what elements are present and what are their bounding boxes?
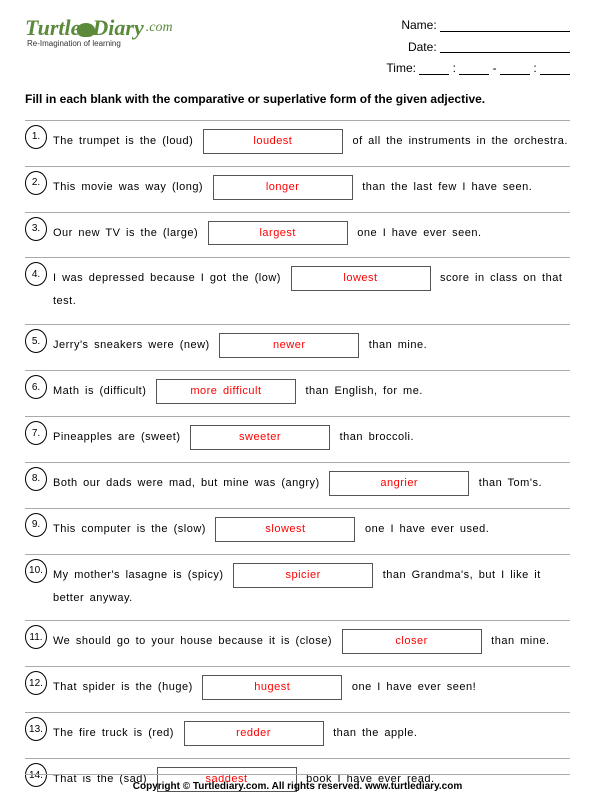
answer-box[interactable]: slowest: [215, 517, 355, 542]
question-number: 6.: [25, 375, 47, 399]
question-row: 3.Our new TV is the (large) largest one …: [25, 212, 570, 246]
question-after: than English, for me.: [300, 385, 423, 397]
answer-box[interactable]: spicier: [233, 563, 373, 588]
answer-box[interactable]: newer: [219, 333, 359, 358]
question-number: 1.: [25, 125, 47, 149]
name-field[interactable]: [440, 20, 570, 32]
question-number: 10.: [25, 559, 47, 583]
question-after: than broccoli.: [334, 431, 414, 443]
question-row: 10. My mother's lasagne is (spicy) spicie…: [25, 554, 570, 609]
question-before: That spider is the (huge): [53, 681, 198, 693]
question-number: 4.: [25, 262, 47, 286]
question-before: Both our dads were mad, but mine was (an…: [53, 477, 325, 489]
question-after: of all the instruments in the orchestra.: [347, 135, 568, 147]
answer-box[interactable]: closer: [342, 629, 482, 654]
question-row: 8. Both our dads were mad, but mine was (…: [25, 462, 570, 496]
question-before: Our new TV is the (large): [53, 227, 204, 239]
info-lines: Name: Date: Time: : - :: [386, 15, 570, 80]
question-row: 11. We should go to your house because it…: [25, 620, 570, 654]
question-before: This movie was way (long): [53, 181, 209, 193]
turtle-icon: [77, 23, 95, 37]
logo-tagline: Re-Imagination of learning: [27, 39, 173, 48]
question-text: Jerry's sneakers were (new) newer than m…: [53, 333, 570, 358]
question-number: 11.: [25, 625, 47, 649]
question-before: Math is (difficult): [53, 385, 152, 397]
question-row: 12. That spider is the (huge) hugest one …: [25, 666, 570, 700]
time-m1[interactable]: [459, 63, 489, 75]
question-after: one I have ever seen!: [346, 681, 476, 693]
question-after: than mine.: [486, 635, 550, 647]
question-text: Math is (difficult) more difficult than …: [53, 379, 570, 404]
answer-box[interactable]: redder: [184, 721, 324, 746]
question-number: 9.: [25, 513, 47, 537]
date-label: Date:: [408, 40, 437, 54]
question-row: 5.Jerry's sneakers were (new) newer than…: [25, 324, 570, 358]
answer-box[interactable]: more difficult: [156, 379, 296, 404]
question-after: one I have ever seen.: [352, 227, 482, 239]
question-text: This computer is the (slow) slowest one …: [53, 517, 570, 542]
question-number: 8.: [25, 467, 47, 491]
logo-text: TurtleDiary: [25, 15, 144, 41]
question-text: This movie was way (long) longer than th…: [53, 175, 570, 200]
question-before: This computer is the (slow): [53, 523, 211, 535]
time-m2[interactable]: [540, 63, 570, 75]
time-label: Time:: [386, 61, 416, 75]
logo: TurtleDiary .com Re-Imagination of learn…: [25, 15, 173, 48]
answer-box[interactable]: angrier: [329, 471, 469, 496]
question-row: 13. The fire truck is (red) redder than t…: [25, 712, 570, 746]
answer-box[interactable]: largest: [208, 221, 348, 246]
name-label: Name:: [401, 18, 436, 32]
logo-com: .com: [146, 20, 173, 36]
question-number: 2.: [25, 171, 47, 195]
question-after: than the last few I have seen.: [357, 181, 533, 193]
header: TurtleDiary .com Re-Imagination of learn…: [25, 15, 570, 80]
question-after: one I have ever used.: [359, 523, 489, 535]
question-before: Jerry's sneakers were (new): [53, 339, 215, 351]
question-number: 3.: [25, 217, 47, 241]
question-before: The trumpet is the (loud): [53, 135, 199, 147]
question-after: than mine.: [363, 339, 427, 351]
question-before: Pineapples are (sweet): [53, 431, 186, 443]
question-after: than the apple.: [328, 727, 418, 739]
question-number: 12.: [25, 671, 47, 695]
question-number: 5.: [25, 329, 47, 353]
date-field[interactable]: [440, 41, 570, 53]
answer-box[interactable]: lowest: [291, 266, 431, 291]
footer: Copyright © Turtlediary.com. All rights …: [25, 774, 570, 792]
question-before: We should go to your house because it is…: [53, 635, 338, 647]
question-text: The trumpet is the (loud) loudest of all…: [53, 129, 570, 154]
instruction: Fill in each blank with the comparative …: [25, 92, 570, 106]
question-text: We should go to your house because it is…: [53, 629, 570, 654]
question-text: My mother's lasagne is (spicy) spicier t…: [53, 563, 570, 609]
question-row: 2.This movie was way (long) longer than …: [25, 166, 570, 200]
time-h1[interactable]: [419, 63, 449, 75]
question-number: 13.: [25, 717, 47, 741]
question-row: 6.Math is (difficult) more difficult tha…: [25, 370, 570, 404]
question-before: My mother's lasagne is (spicy): [53, 569, 229, 581]
question-text: Pineapples are (sweet) sweeter than broc…: [53, 425, 570, 450]
answer-box[interactable]: longer: [213, 175, 353, 200]
questions-list: 1.The trumpet is the (loud) loudest of a…: [25, 120, 570, 792]
answer-box[interactable]: sweeter: [190, 425, 330, 450]
answer-box[interactable]: loudest: [203, 129, 343, 154]
question-number: 7.: [25, 421, 47, 445]
question-row: 9.This computer is the (slow) slowest on…: [25, 508, 570, 542]
question-row: 1.The trumpet is the (loud) loudest of a…: [25, 120, 570, 154]
question-text: Our new TV is the (large) largest one I …: [53, 221, 570, 246]
question-text: The fire truck is (red) redder than the …: [53, 721, 570, 746]
question-before: The fire truck is (red): [53, 727, 180, 739]
answer-box[interactable]: hugest: [202, 675, 342, 700]
question-row: 7.Pineapples are (sweet) sweeter than br…: [25, 416, 570, 450]
question-before: I was depressed because I got the (low): [53, 272, 287, 284]
time-h2[interactable]: [500, 63, 530, 75]
question-text: That spider is the (huge) hugest one I h…: [53, 675, 570, 700]
question-text: I was depressed because I got the (low) …: [53, 266, 570, 312]
question-row: 4.I was depressed because I got the (low…: [25, 257, 570, 312]
question-text: Both our dads were mad, but mine was (an…: [53, 471, 570, 496]
question-after: than Tom's.: [473, 477, 542, 489]
